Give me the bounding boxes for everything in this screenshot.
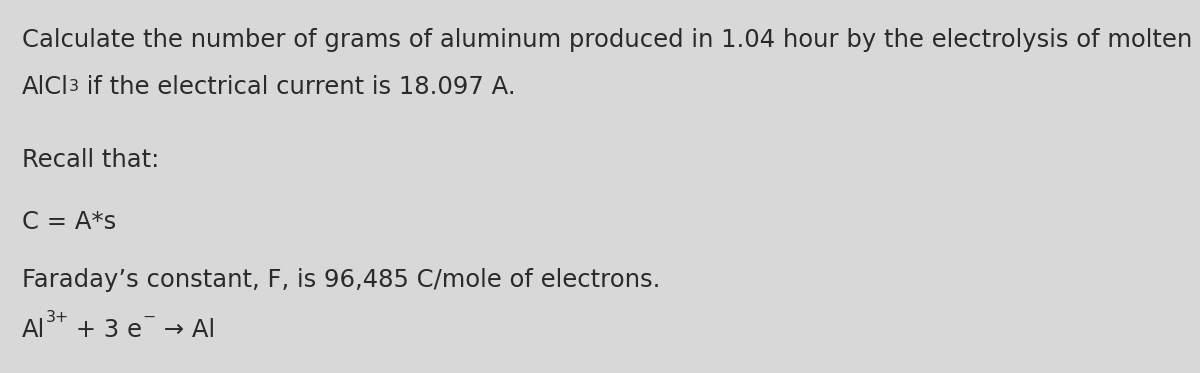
Text: C = A*s: C = A*s bbox=[22, 210, 116, 234]
Text: if the electrical current is 18.097 A.: if the electrical current is 18.097 A. bbox=[79, 75, 516, 99]
Text: Faraday’s constant, F, is 96,485 C/mole of electrons.: Faraday’s constant, F, is 96,485 C/mole … bbox=[22, 268, 660, 292]
Text: + 3 e: + 3 e bbox=[68, 318, 143, 342]
Text: → Al: → Al bbox=[156, 318, 215, 342]
Text: 3+: 3+ bbox=[46, 310, 68, 325]
Text: Calculate the number of grams of aluminum produced in 1.04 hour by the electroly: Calculate the number of grams of aluminu… bbox=[22, 28, 1193, 52]
Text: Recall that:: Recall that: bbox=[22, 148, 160, 172]
Text: AlCl: AlCl bbox=[22, 75, 68, 99]
Text: −: − bbox=[143, 310, 156, 325]
Text: Al: Al bbox=[22, 318, 46, 342]
Text: 3: 3 bbox=[68, 79, 79, 94]
